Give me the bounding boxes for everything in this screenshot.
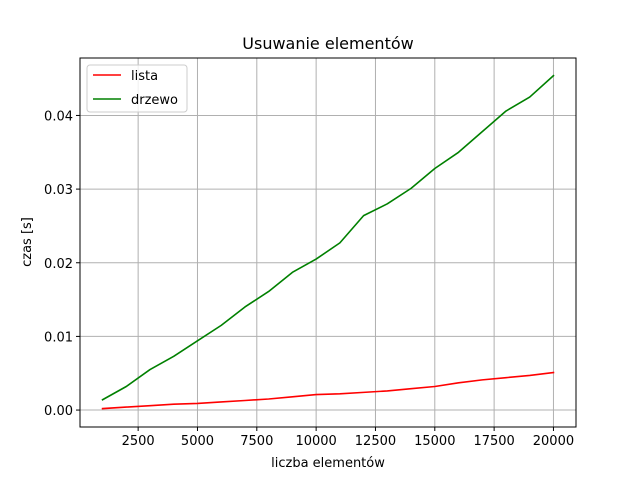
chart-title: Usuwanie elementów: [242, 34, 413, 53]
x-axis-label: liczba elementów: [271, 456, 385, 471]
y-tick-label: 0.01: [44, 330, 73, 345]
plot-area-frame: [79, 57, 577, 428]
grid-lines: [80, 58, 576, 427]
y-tick-label: 0.02: [44, 257, 73, 272]
x-axis-ticks: 2500 5000 7500 10000 12500 15000 17500 20000: [122, 427, 574, 449]
legend-box: [86, 64, 188, 113]
y-tick-label: 0.04: [44, 109, 73, 124]
legend-label-drzewo: drzewo: [131, 93, 178, 108]
x-tick-label: 5000: [181, 434, 214, 449]
x-tick-label: 15000: [414, 434, 455, 449]
x-tick-label: 2500: [122, 434, 155, 449]
legend: lista drzewo: [86, 64, 188, 113]
series-lines: [101, 74, 555, 410]
y-tick-label: 0.00: [44, 404, 73, 419]
x-tick-label: 20000: [533, 434, 574, 449]
series-line-drzewo: [101, 74, 555, 401]
legend-label-lista: lista: [131, 69, 158, 84]
x-tick-label: 17500: [473, 434, 514, 449]
x-tick-label: 10000: [295, 434, 336, 449]
y-tick-label: 0.03: [44, 183, 73, 198]
x-tick-label: 12500: [355, 434, 396, 449]
y-axis-ticks: 0.00 0.01 0.02 0.03 0.04: [44, 109, 80, 419]
x-tick-label: 7500: [240, 434, 273, 449]
series-line-lista: [101, 371, 555, 410]
y-axis-label: czas [s]: [20, 217, 35, 267]
